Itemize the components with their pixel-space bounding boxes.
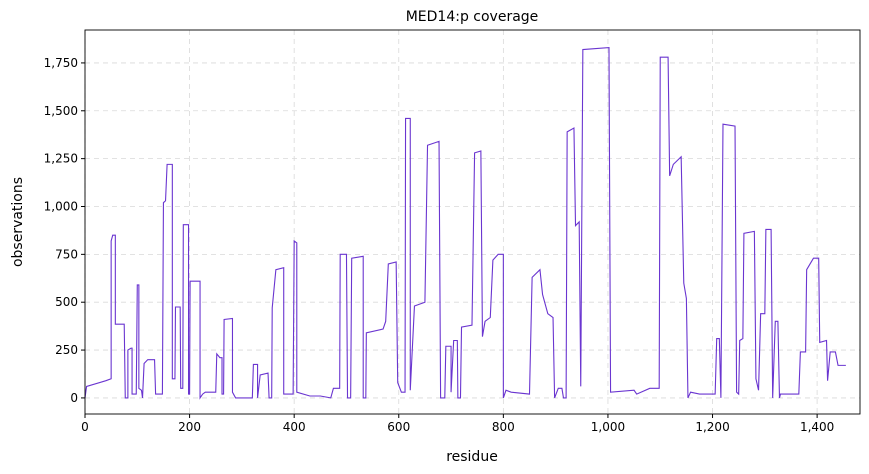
y-tick-label: 750 [55, 247, 78, 261]
y-tick-label: 1,750 [44, 56, 78, 70]
x-tick-label: 1,000 [591, 420, 625, 434]
x-axis-label: residue [446, 449, 498, 465]
x-tick-label: 400 [283, 420, 306, 434]
x-tick-label: 200 [178, 420, 201, 434]
x-tick-label: 0 [81, 420, 89, 434]
x-tick-label: 1,400 [800, 420, 834, 434]
y-tick-label: 0 [70, 391, 78, 405]
y-tick-label: 1,250 [44, 152, 78, 166]
x-tick-label: 800 [492, 420, 515, 434]
chart-title: MED14:p coverage [406, 9, 539, 25]
y-tick-label: 250 [55, 343, 78, 357]
y-tick-label: 500 [55, 295, 78, 309]
x-tick-label: 1,200 [695, 420, 729, 434]
plot-frame [84, 29, 861, 415]
coverage-line [84, 47, 846, 400]
y-tick-label: 1,500 [44, 104, 78, 118]
y-tick-label: 1,000 [44, 199, 78, 213]
y-axis-label: observations [10, 177, 26, 267]
x-tick-label: 600 [387, 420, 410, 434]
